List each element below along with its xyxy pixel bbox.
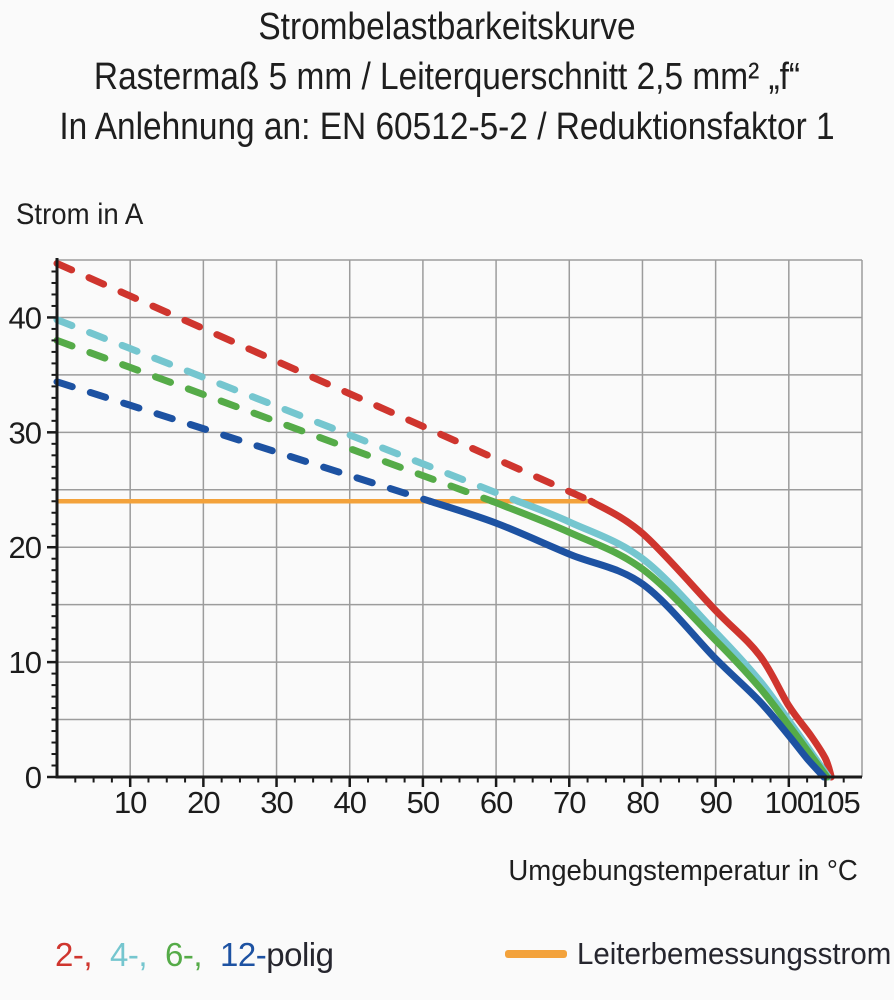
curve-dashed-4-polig [53, 316, 522, 505]
pole-legend: 2-, 4-, 6-, 12- polig [55, 936, 334, 974]
curve-solid-4-polig [514, 497, 832, 781]
curve-dashed-2-polig [53, 259, 595, 505]
curve-solid-6-polig [488, 497, 831, 781]
legend-polig-suffix: polig [266, 936, 334, 973]
x-tick-label-40: 40 [333, 785, 366, 820]
y-tick-label-0: 0 [25, 760, 42, 795]
rated-current-swatch [505, 950, 567, 958]
legend-2-polig: 2-, [55, 936, 93, 973]
x-tick-label-90: 90 [699, 785, 732, 820]
x-tick-label-50: 50 [407, 785, 440, 820]
rated-current-label: Leiterbemessungsstrom [577, 936, 892, 971]
legend-4-polig: 4-, [110, 936, 148, 973]
legend-12-polig: 12- [220, 936, 267, 973]
y-tick-label-10: 10 [9, 645, 42, 680]
x-tick-label-30: 30 [260, 785, 293, 820]
x-axis-title: Umgebungstemperatur in °C [508, 855, 858, 887]
x-tick-label-60: 60 [480, 785, 513, 820]
y-tick-label-20: 20 [9, 530, 42, 565]
y-tick-label-40: 40 [9, 300, 42, 335]
curve-dashed-6-polig [53, 336, 496, 505]
x-tick-label-70: 70 [553, 785, 586, 820]
chart-title: Strombelastbarkeitskurve Rastermaß 5 mm … [54, 2, 841, 152]
y-axis-title: Strom in A [16, 198, 144, 231]
x-tick-label-20: 20 [187, 785, 220, 820]
chart-title-line-2: Rastermaß 5 mm / Leiterquerschnitt 2,5 m… [93, 56, 801, 98]
x-tick-label-100: 100 [764, 785, 813, 820]
x-tick-label-105: 105 [811, 785, 860, 820]
curve-dashed-12-polig [53, 378, 434, 505]
chart-title-line-3: In Anlehnung an: EN 60512-5-2 / Reduktio… [59, 106, 835, 148]
x-tick-label-80: 80 [626, 785, 659, 820]
chart-title-line-1: Strombelastbarkeitskurve [258, 6, 636, 48]
x-tick-label-10: 10 [114, 785, 147, 820]
legend-6-polig: 6-, [165, 936, 203, 973]
y-tick-label-30: 30 [9, 415, 42, 450]
curve-solid-2-polig [587, 497, 835, 781]
curve-solid-12-polig [426, 497, 828, 781]
